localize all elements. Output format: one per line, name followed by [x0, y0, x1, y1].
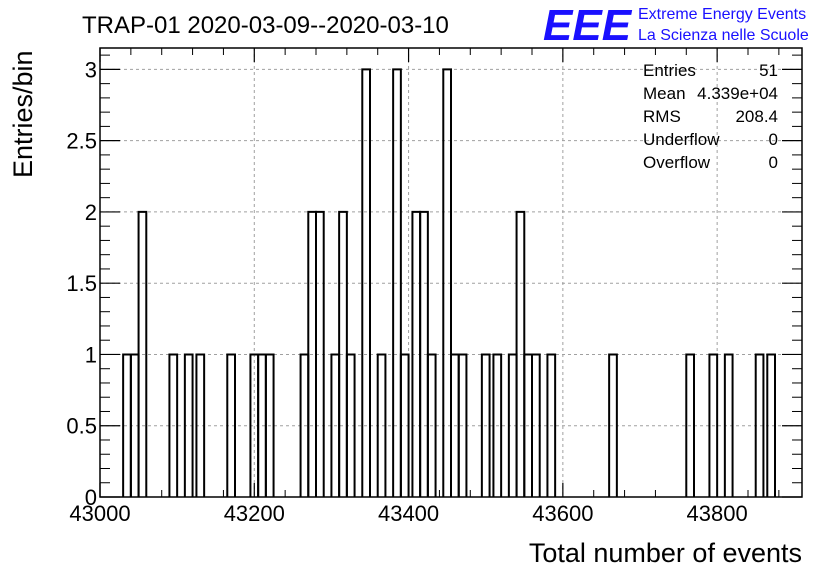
histogram-bin: [608, 353, 618, 497]
histogram-bin: [361, 68, 371, 497]
histogram-bin: [376, 353, 387, 497]
y-tick-label: 0.5: [66, 414, 97, 439]
histogram-bin: [457, 353, 468, 497]
stats-value: 208.4: [735, 107, 778, 126]
x-tick-label: 43800: [687, 501, 748, 526]
histogram-bin: [480, 353, 491, 497]
histogram-bin: [754, 353, 765, 497]
chart-title: TRAP-01 2020-03-09--2020-03-10: [82, 12, 449, 39]
histogram-bin: [723, 353, 734, 497]
histogram-bin: [492, 353, 503, 497]
histogram-bin: [226, 353, 236, 497]
histogram-bin: [766, 353, 776, 497]
y-axis-title: Entries/bin: [8, 50, 38, 178]
y-tick-label: 1: [85, 342, 97, 367]
histogram-bin: [708, 353, 719, 497]
y-tick-label: 3: [85, 57, 97, 82]
stats-value: 0: [769, 153, 778, 172]
plot-frame: [99, 47, 803, 498]
logo-mark: EEE: [543, 1, 633, 50]
histogram-bin: [531, 353, 541, 497]
stats-label: Mean: [643, 84, 686, 103]
x-tick-label: 43200: [224, 501, 285, 526]
histogram-bin: [137, 210, 148, 497]
histogram-bin: [264, 353, 275, 497]
eee-logo: EEE Extreme Energy Events La Scienza nel…: [543, 1, 809, 50]
histogram-bin: [168, 353, 179, 497]
y-axis-ticks: 0 0.5 1 1.5 2 2.5 3: [66, 54, 802, 510]
x-tick-label: 43400: [378, 501, 439, 526]
stats-label: Underflow: [643, 130, 720, 149]
stats-label: RMS: [643, 107, 681, 126]
histogram-bin: [685, 353, 695, 497]
histogram-bin: [546, 353, 557, 497]
x-axis-ticks: 43000 43200 43400 43600 43800: [69, 48, 780, 526]
histogram-bin: [315, 210, 325, 497]
y-tick-label: 2.5: [66, 129, 97, 154]
y-tick-label: 0: [85, 485, 97, 510]
histogram-bin: [195, 353, 206, 497]
y-tick-label: 2: [85, 200, 97, 225]
x-tick-label: 43000: [69, 501, 130, 526]
logo-line-1: Extreme Energy Events: [638, 6, 806, 23]
x-axis-title: Total number of events: [529, 538, 802, 568]
stats-value: 4.339e+04: [697, 84, 778, 103]
histogram-bin: [345, 353, 356, 497]
stats-box: Entries 51 Mean 4.339e+04 RMS 208.4 Underflow 0…: [643, 61, 778, 172]
histogram-bin: [392, 68, 402, 497]
logo-line-2: La Scienza nelle Scuole: [638, 27, 809, 44]
x-tick-label: 43600: [532, 501, 593, 526]
histogram-bin: [183, 353, 194, 497]
stats-value: 51: [759, 61, 778, 80]
histogram-bin: [442, 68, 452, 497]
stats-label: Entries: [643, 61, 696, 80]
histogram-bin: [426, 353, 437, 497]
histogram-bars: [122, 68, 776, 497]
y-tick-label: 1.5: [66, 271, 97, 296]
histogram-bin: [399, 353, 410, 497]
stats-value: 0: [769, 130, 778, 149]
stats-label: Overflow: [643, 153, 711, 172]
